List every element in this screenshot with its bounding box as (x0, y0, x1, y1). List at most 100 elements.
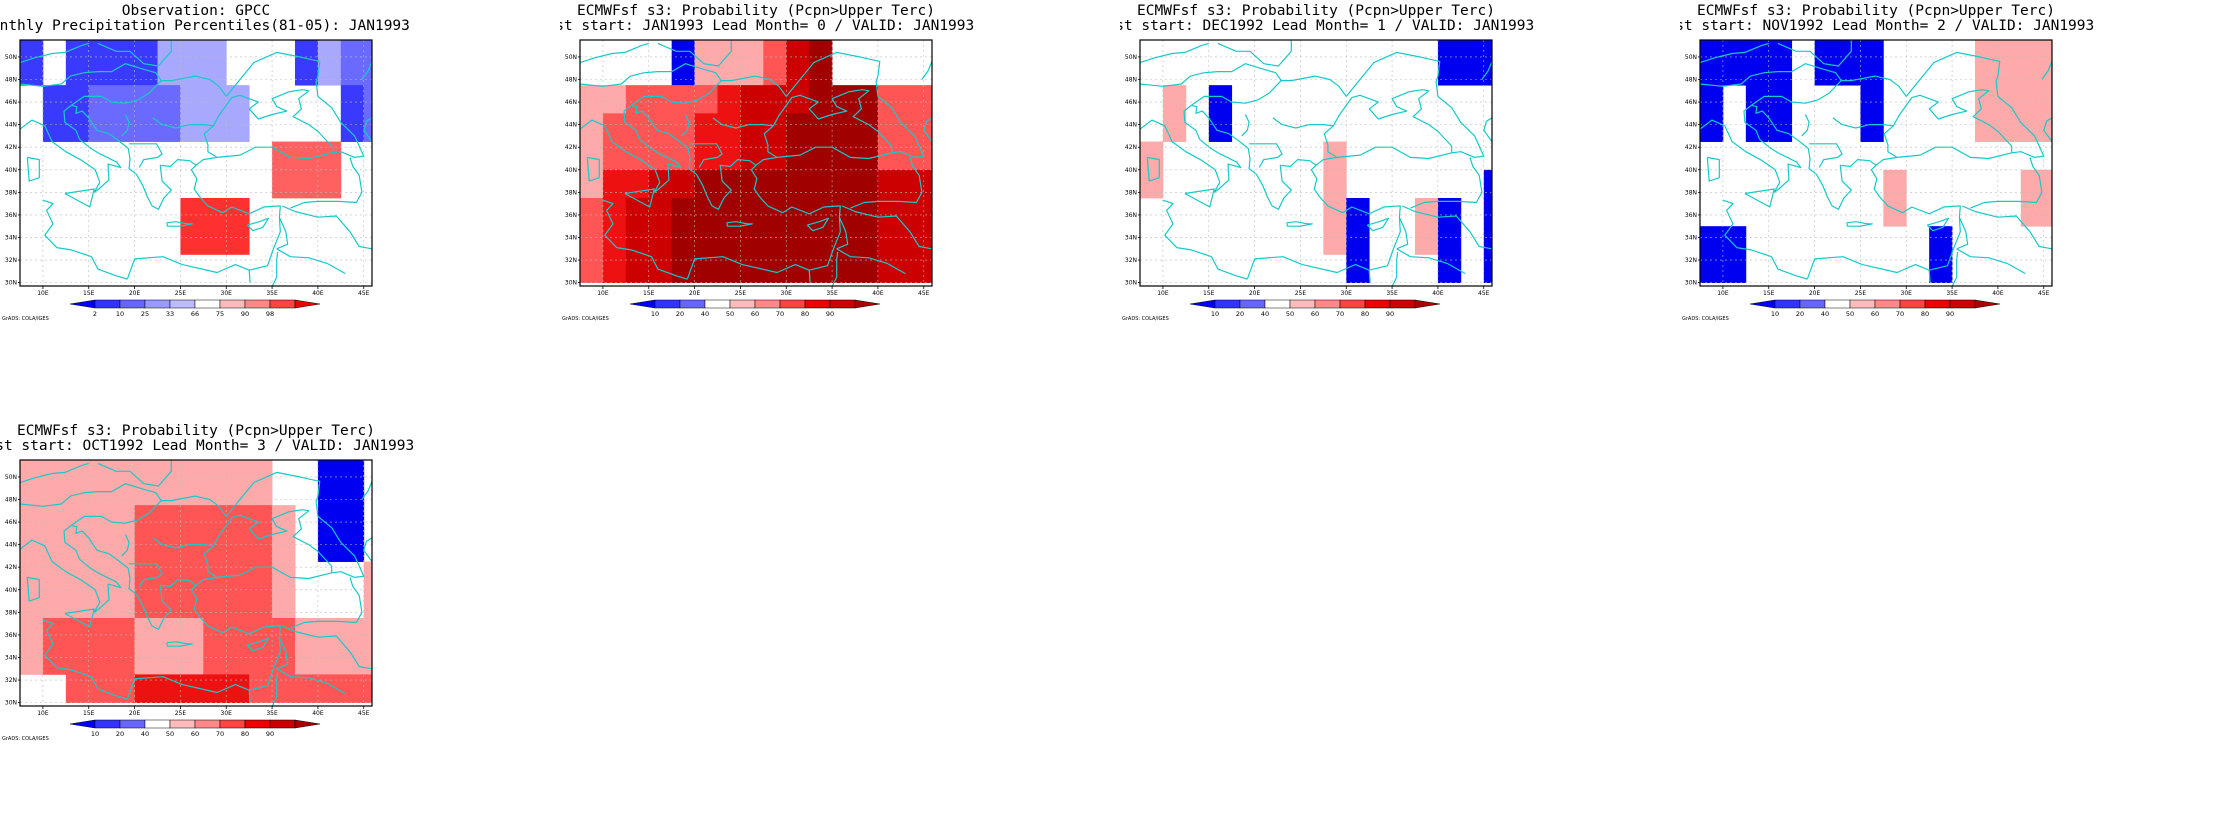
coastline (1366, 217, 1389, 232)
heatmap-cell (1860, 0, 1883, 1)
heatmap-cell (65, 589, 90, 619)
coastline (97, 460, 172, 487)
heatmap-cell (88, 505, 113, 534)
heatmap-cell (501, 562, 524, 591)
heatmap-cell (648, 197, 673, 227)
heatmap-cell (272, 674, 296, 704)
y-tick-label: 50N (5, 474, 17, 481)
heatmap-cell (1140, 169, 1164, 199)
heatmap-cell (1186, 0, 1209, 1)
heatmap-cell (455, 0, 478, 1)
heatmap-cell (455, 562, 478, 591)
coastline (657, 40, 732, 67)
heatmap-cell (1015, 113, 1038, 142)
colorbar-segment (679, 299, 706, 309)
heatmap-cell (433, 590, 456, 619)
coastline (1140, 63, 1282, 106)
colorbar-segment (219, 719, 246, 729)
map-panel-lead-3: ECMWFsf s3: Probability (Pcpn>Upper Terc… (0, 420, 560, 840)
y-tick-label: 34N (1125, 234, 1137, 241)
heatmap-cell (1484, 0, 1507, 1)
heatmap-cell (249, 646, 273, 675)
heatmap-cell (478, 421, 501, 450)
colorbar-segment (629, 299, 656, 309)
heatmap-cell (1883, 0, 1906, 1)
coastline (1700, 63, 1842, 106)
coastline (161, 495, 227, 517)
heatmap-cell (1061, 254, 1084, 283)
heatmap-cell (855, 113, 879, 142)
x-tick-label: 10E (1157, 290, 1169, 297)
coastline (923, 117, 932, 142)
colorbar-segment (294, 299, 321, 309)
heatmap-cell (1483, 40, 1492, 58)
coastline (1272, 117, 1334, 129)
heatmap-cell (89, 420, 112, 421)
y-tick-label: 36N (5, 632, 17, 639)
heatmap-cell (786, 226, 810, 255)
colorbar-label: 10 (91, 730, 99, 738)
heatmap-cell (433, 505, 456, 534)
coastline (1961, 205, 2052, 250)
heatmap-cell (65, 476, 90, 506)
heatmap-cell (1507, 85, 1530, 114)
heatmap-cell (157, 589, 181, 619)
heatmap-cell (88, 113, 113, 142)
heatmap-cell (134, 476, 158, 506)
y-tick-label: 38N (1685, 189, 1697, 196)
heatmap-cell (387, 57, 410, 86)
heatmap-cell (226, 674, 250, 704)
heatmap-cell (111, 476, 135, 506)
heatmap-cell (970, 198, 993, 227)
heatmap-cell (340, 85, 365, 114)
coastline (225, 471, 321, 517)
heatmap-cell (625, 113, 650, 142)
heatmap-cells (1700, 0, 2158, 284)
heatmap-cell (410, 505, 433, 534)
heatmap-cell (410, 674, 433, 703)
coastline (129, 143, 163, 168)
heatmap-cell (1460, 40, 1485, 58)
y-tick-label: 50N (1125, 54, 1137, 61)
heatmap-cell (433, 421, 456, 450)
map-svg: ECMWFsf s3: Probability (Pcpn>Upper Terc… (0, 420, 524, 742)
y-tick-label: 30N (5, 280, 17, 287)
heatmap-cell (786, 0, 809, 1)
heatmap-cell (2135, 113, 2158, 142)
coastlines (20, 460, 372, 706)
colorbar-label: 60 (1871, 310, 1879, 318)
x-tick-label: 40E (872, 290, 884, 297)
y-tick-label: 40N (565, 167, 577, 174)
x-tick-label: 35E (266, 290, 278, 297)
heatmap-cell (993, 142, 1016, 171)
heatmap-cell (1038, 254, 1061, 283)
heatmap-cell (1415, 197, 1439, 227)
heatmap-cell (2090, 198, 2113, 227)
heatmap-cell (410, 562, 433, 591)
colorbar-label: 10 (651, 310, 659, 318)
heatmap-cells (20, 420, 524, 704)
heatmap-cell (740, 197, 764, 227)
heatmap-cell (740, 113, 764, 142)
heatmap-cell (203, 40, 227, 58)
coastline (281, 205, 372, 250)
heatmap-cell (433, 113, 456, 142)
coastline (602, 199, 688, 280)
x-tick-label: 20E (1249, 290, 1261, 297)
y-tick-label: 50N (565, 54, 577, 61)
colorbar-segment (1874, 299, 1901, 309)
heatmap-cell (249, 533, 273, 562)
heatmap-cell (648, 141, 673, 171)
heatmap-cell (877, 85, 902, 114)
heatmap-cell (317, 674, 342, 704)
heatmap-cell (1530, 0, 1553, 1)
heatmap-cell (1837, 40, 1861, 58)
colorbar-label: 40 (701, 310, 709, 318)
heatmap-cell (42, 589, 67, 619)
heatmap-cell (947, 113, 970, 142)
heatmap-cell (717, 56, 741, 86)
heatmap-cell (1163, 0, 1186, 1)
heatmap-cell (1507, 0, 1530, 1)
heatmap-cell (1621, 226, 1644, 255)
heatmap-cell (180, 0, 203, 1)
